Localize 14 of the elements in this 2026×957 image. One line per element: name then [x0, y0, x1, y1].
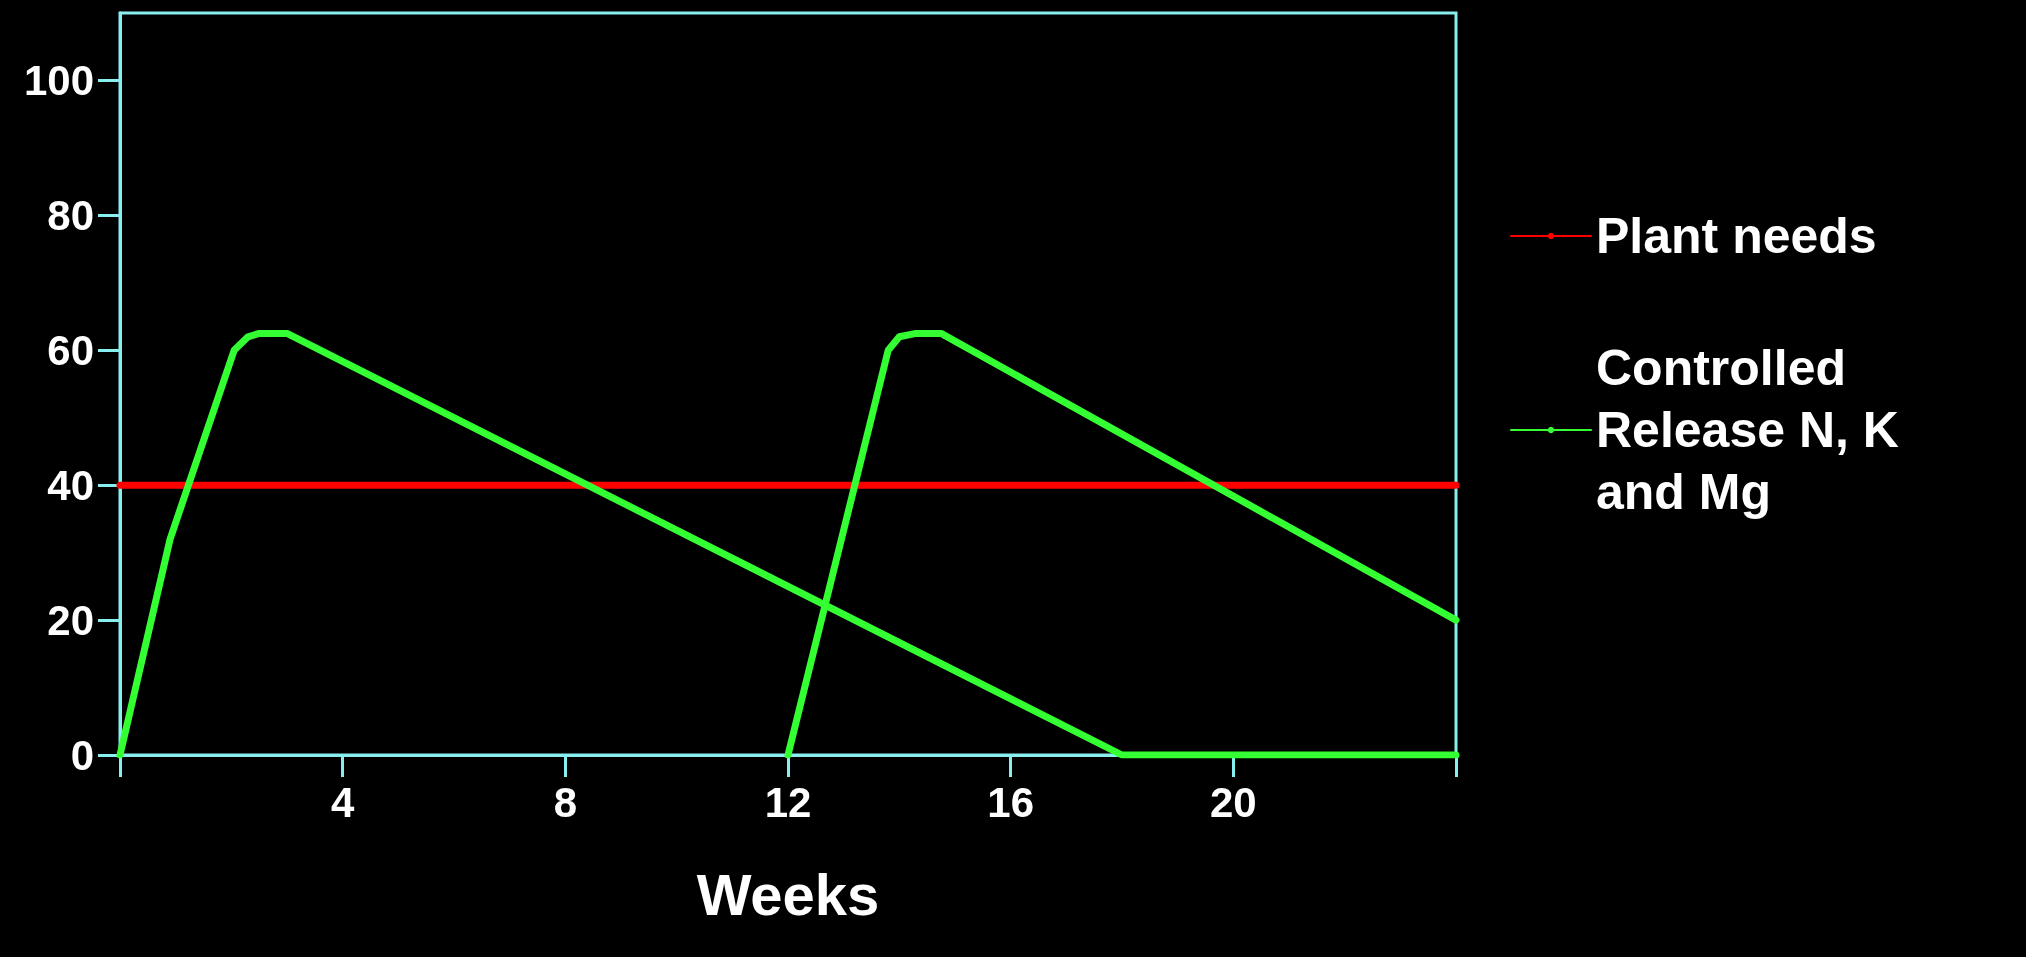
legend-label: Controlled Release N, K and Mg: [1596, 340, 1913, 520]
x-tick-label: 4: [330, 778, 355, 826]
x-tick-label: 20: [1209, 778, 1257, 826]
y-tick-label: 80: [47, 191, 94, 239]
y-tick-label: 40: [47, 461, 94, 509]
x-tick-label: 8: [553, 778, 578, 826]
y-tick-label: 100: [23, 56, 94, 104]
x-axis-title: Weeks: [696, 861, 880, 927]
legend-label: Plant needs: [1596, 208, 1877, 264]
y-tick-label: 60: [47, 326, 94, 374]
x-tick-label: 12: [764, 778, 812, 826]
y-tick-label: 20: [47, 596, 94, 644]
y-tick-label: 0: [70, 731, 94, 779]
x-tick-label: 16: [987, 778, 1035, 826]
